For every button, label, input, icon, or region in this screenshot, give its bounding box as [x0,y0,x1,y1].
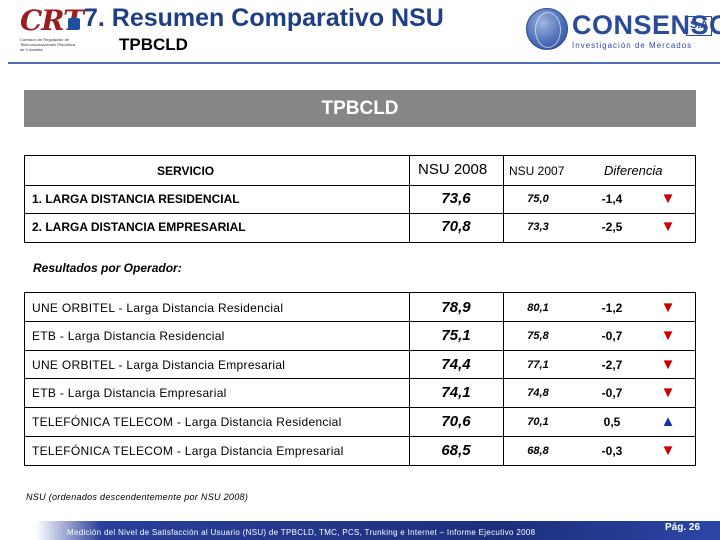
table-border-left [24,155,25,242]
nsu-2007-value: 80,1 [527,302,549,314]
table-rule [24,436,696,437]
page-number: Pág. 26 [665,522,701,533]
nsu-2007-value: 73,3 [527,221,549,233]
table-rule [24,350,696,351]
crt-logo: CRT Comisión de Regulación de Telecomuni… [20,6,84,58]
nsu-2008-value: 75,1 [441,327,471,344]
table-border-left [24,292,25,465]
nsu-2007-value: 68,8 [527,445,549,457]
nsu-2008-value: 70,6 [441,413,471,430]
table-border-top [24,155,696,156]
nsu-2008-value: 78,9 [441,299,471,316]
operator-name: TELEFÓNICA TELECOM - Larga Distancia Res… [32,415,342,429]
section-band-title: TPBCLD [24,90,696,127]
table-rule [24,321,696,322]
trend-down-icon: ▼ [660,190,676,207]
service-name: 1. LARGA DISTANCIA RESIDENCIAL [32,192,240,206]
trend-down-icon: ▼ [660,442,676,459]
page-title: 7. Resumen Comparativo NSU [84,4,444,32]
table-rule [24,292,696,293]
nsu-2008-value: 74,4 [441,356,471,373]
table-border-right [695,155,696,242]
operator-section-label: Resultados por Operador: [33,261,182,275]
nsu-2008-value: 70,8 [441,218,471,235]
column-header-servicio: SERVICIO [157,164,215,178]
nsu-2007-value: 75,8 [527,330,549,342]
trend-down-icon: ▼ [660,327,676,344]
diferencia-value: -1,2 [601,301,623,315]
nsu-2007-value: 70,1 [527,416,549,428]
trend-down-icon: ▼ [660,356,676,373]
diferencia-value: -2,5 [601,220,623,234]
footer-text: Medición del Nivel de Satisfacción al Us… [67,528,536,537]
table-border-right [695,292,696,465]
nsu-2007-value: 77,1 [527,359,549,371]
consenso-logo: CONSENSO S.A Investigación de Mercados [526,8,720,52]
trend-down-icon: ▼ [660,384,676,401]
nsu-2007-value: 75,0 [527,193,549,205]
consenso-logo-box [686,16,712,36]
table-rule [24,407,696,408]
nsu-2008-value: 74,1 [441,384,471,401]
globe-icon [526,8,568,50]
nsu-2008-value: 73,6 [441,190,471,207]
trend-up-icon: ▲ [660,413,676,430]
operator-name: ETB - Larga Distancia Residencial [32,329,225,343]
column-header-nsu-2007: NSU 2007 [509,164,565,178]
operator-name: TELEFÓNICA TELECOM - Larga Distancia Emp… [32,444,344,458]
consenso-logo-suffix: S.A [690,19,709,31]
table-rule [24,378,696,379]
header-divider [8,62,720,64]
diferencia-value: -1,4 [601,192,623,206]
trend-down-icon: ▼ [660,218,676,235]
table-rule [24,213,696,214]
nsu-2008-value: 68,5 [441,442,471,459]
page-subtitle: TPBCLD [119,35,188,54]
comparison-table [24,155,696,466]
table-col-rule [503,292,504,465]
column-header-nsu-2008: NSU 2008 [418,161,488,178]
table-col-rule [503,155,504,242]
crt-logo-tagline: Comisión de Regulación de Telecomunicaci… [20,37,75,52]
table-rule [24,185,696,186]
consenso-logo-tagline: Investigación de Mercados [572,41,693,50]
table-col-rule [409,292,410,465]
operator-name: ETB - Larga Distancia Empresarial [32,386,227,400]
diferencia-value: 0,5 [603,415,621,429]
trend-down-icon: ▼ [660,299,676,316]
crt-logo-badge-icon [68,18,80,30]
diferencia-value: -0,7 [601,329,623,343]
operator-name: UNE ORBITEL - Larga Distancia Residencia… [32,301,284,315]
footer-bar [0,521,720,540]
table-rule [24,242,696,243]
nsu-2007-value: 74,8 [527,387,549,399]
diferencia-value: -0,3 [601,444,623,458]
table-col-rule [409,155,410,242]
diferencia-value: -2,7 [601,358,623,372]
diferencia-value: -0,7 [601,386,623,400]
operator-name: UNE ORBITEL - Larga Distancia Empresaria… [32,358,286,372]
table-footnote: NSU (ordenados descendentemente por NSU … [26,492,249,502]
service-name: 2. LARGA DISTANCIA EMPRESARIAL [32,220,246,234]
table-border-bottom [24,465,696,466]
column-header-diferencia: Diferencia [604,163,663,178]
